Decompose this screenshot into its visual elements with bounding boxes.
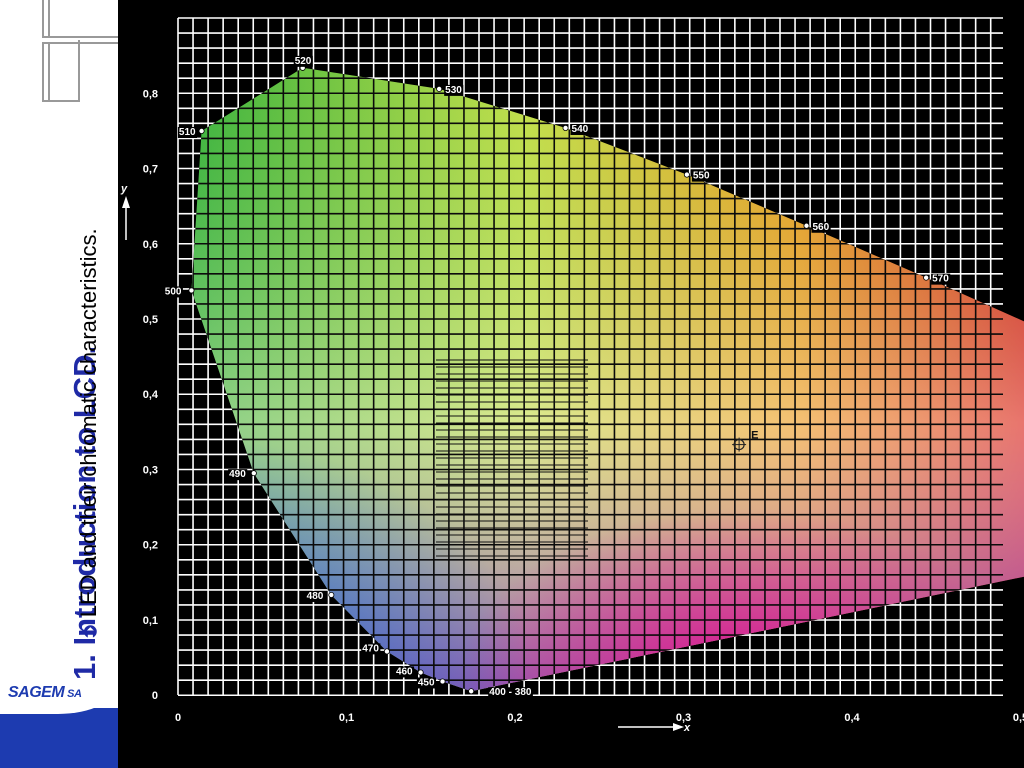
wavelength-label: 470 xyxy=(362,643,379,654)
x-tick-label: 0,5 xyxy=(1013,712,1024,724)
wavelength-label: 520 xyxy=(295,56,312,67)
y-tick-label: 0,5 xyxy=(143,314,158,326)
subtitle-text: LED and their chromatic characteristics. xyxy=(76,228,101,618)
wavelength-label: 570 xyxy=(932,274,949,285)
x-tick-label: 0,3 xyxy=(676,712,691,724)
corner-decoration xyxy=(42,100,80,102)
wavelength-point xyxy=(328,591,335,598)
wavelength-point xyxy=(417,669,424,676)
y-tick-label: 0,6 xyxy=(143,239,158,251)
wavelength-point xyxy=(250,470,257,477)
wavelength-point xyxy=(683,171,690,178)
slide-sidebar: 1. Introduction to LCD. ➲ LED and their … xyxy=(0,0,118,768)
y-tick-label: 0,8 xyxy=(143,88,158,100)
y-tick-label: 0,2 xyxy=(143,540,158,552)
wavelength-point xyxy=(383,648,390,655)
logo-band xyxy=(0,684,118,768)
wavelength-point xyxy=(562,124,569,131)
x-tick-label: 0 xyxy=(175,712,181,724)
corner-decoration xyxy=(42,36,118,44)
wavelength-label: 510 xyxy=(179,127,196,138)
wavelength-label: 560 xyxy=(813,222,830,233)
slide-subtitle: ➲ LED and their chromatic characteristic… xyxy=(76,228,102,640)
sagem-logo: SAGEM SA xyxy=(8,684,82,701)
wavelength-point xyxy=(439,678,446,685)
x-tick-label: 0,2 xyxy=(507,712,522,724)
circle-arrow-right-icon: ➲ xyxy=(78,623,101,640)
wavelength-point xyxy=(468,688,475,695)
wavelength-point xyxy=(436,85,443,92)
wavelength-label: 530 xyxy=(445,85,462,96)
x-tick-label: 0,1 xyxy=(339,712,354,724)
y-tick-label: 0,4 xyxy=(143,389,159,401)
x-axis-label: x xyxy=(683,722,691,734)
wavelength-label: 500 xyxy=(165,286,182,297)
wavelength-label: 550 xyxy=(693,171,710,182)
corner-decoration xyxy=(78,40,80,102)
wavelength-label: 460 xyxy=(396,666,413,677)
y-tick-label: 0,1 xyxy=(143,615,158,627)
white-point-label: E xyxy=(751,430,758,442)
cie-chromaticity-chart: 400 - 380 450 460 470 480 490 500 510 520 530 540 5… xyxy=(120,17,1024,734)
x-tick-label: 0,4 xyxy=(844,712,860,724)
corner-decoration xyxy=(42,0,50,102)
wavelength-point xyxy=(188,287,195,294)
wavelength-point xyxy=(198,127,205,134)
y-axis-label: y xyxy=(120,183,128,195)
wavelength-point xyxy=(923,274,930,281)
wavelength-label: 540 xyxy=(572,124,589,135)
wavelength-label: 450 xyxy=(418,677,435,688)
wavelength-label: 480 xyxy=(307,591,324,602)
wavelength-label: 490 xyxy=(229,469,246,480)
y-tick-label: 0 xyxy=(152,690,158,702)
y-tick-label: 0,7 xyxy=(143,164,158,176)
wavelength-point xyxy=(803,222,810,229)
y-tick-label: 0,3 xyxy=(143,464,158,476)
wavelength-label: 400 - 380 xyxy=(489,687,532,698)
